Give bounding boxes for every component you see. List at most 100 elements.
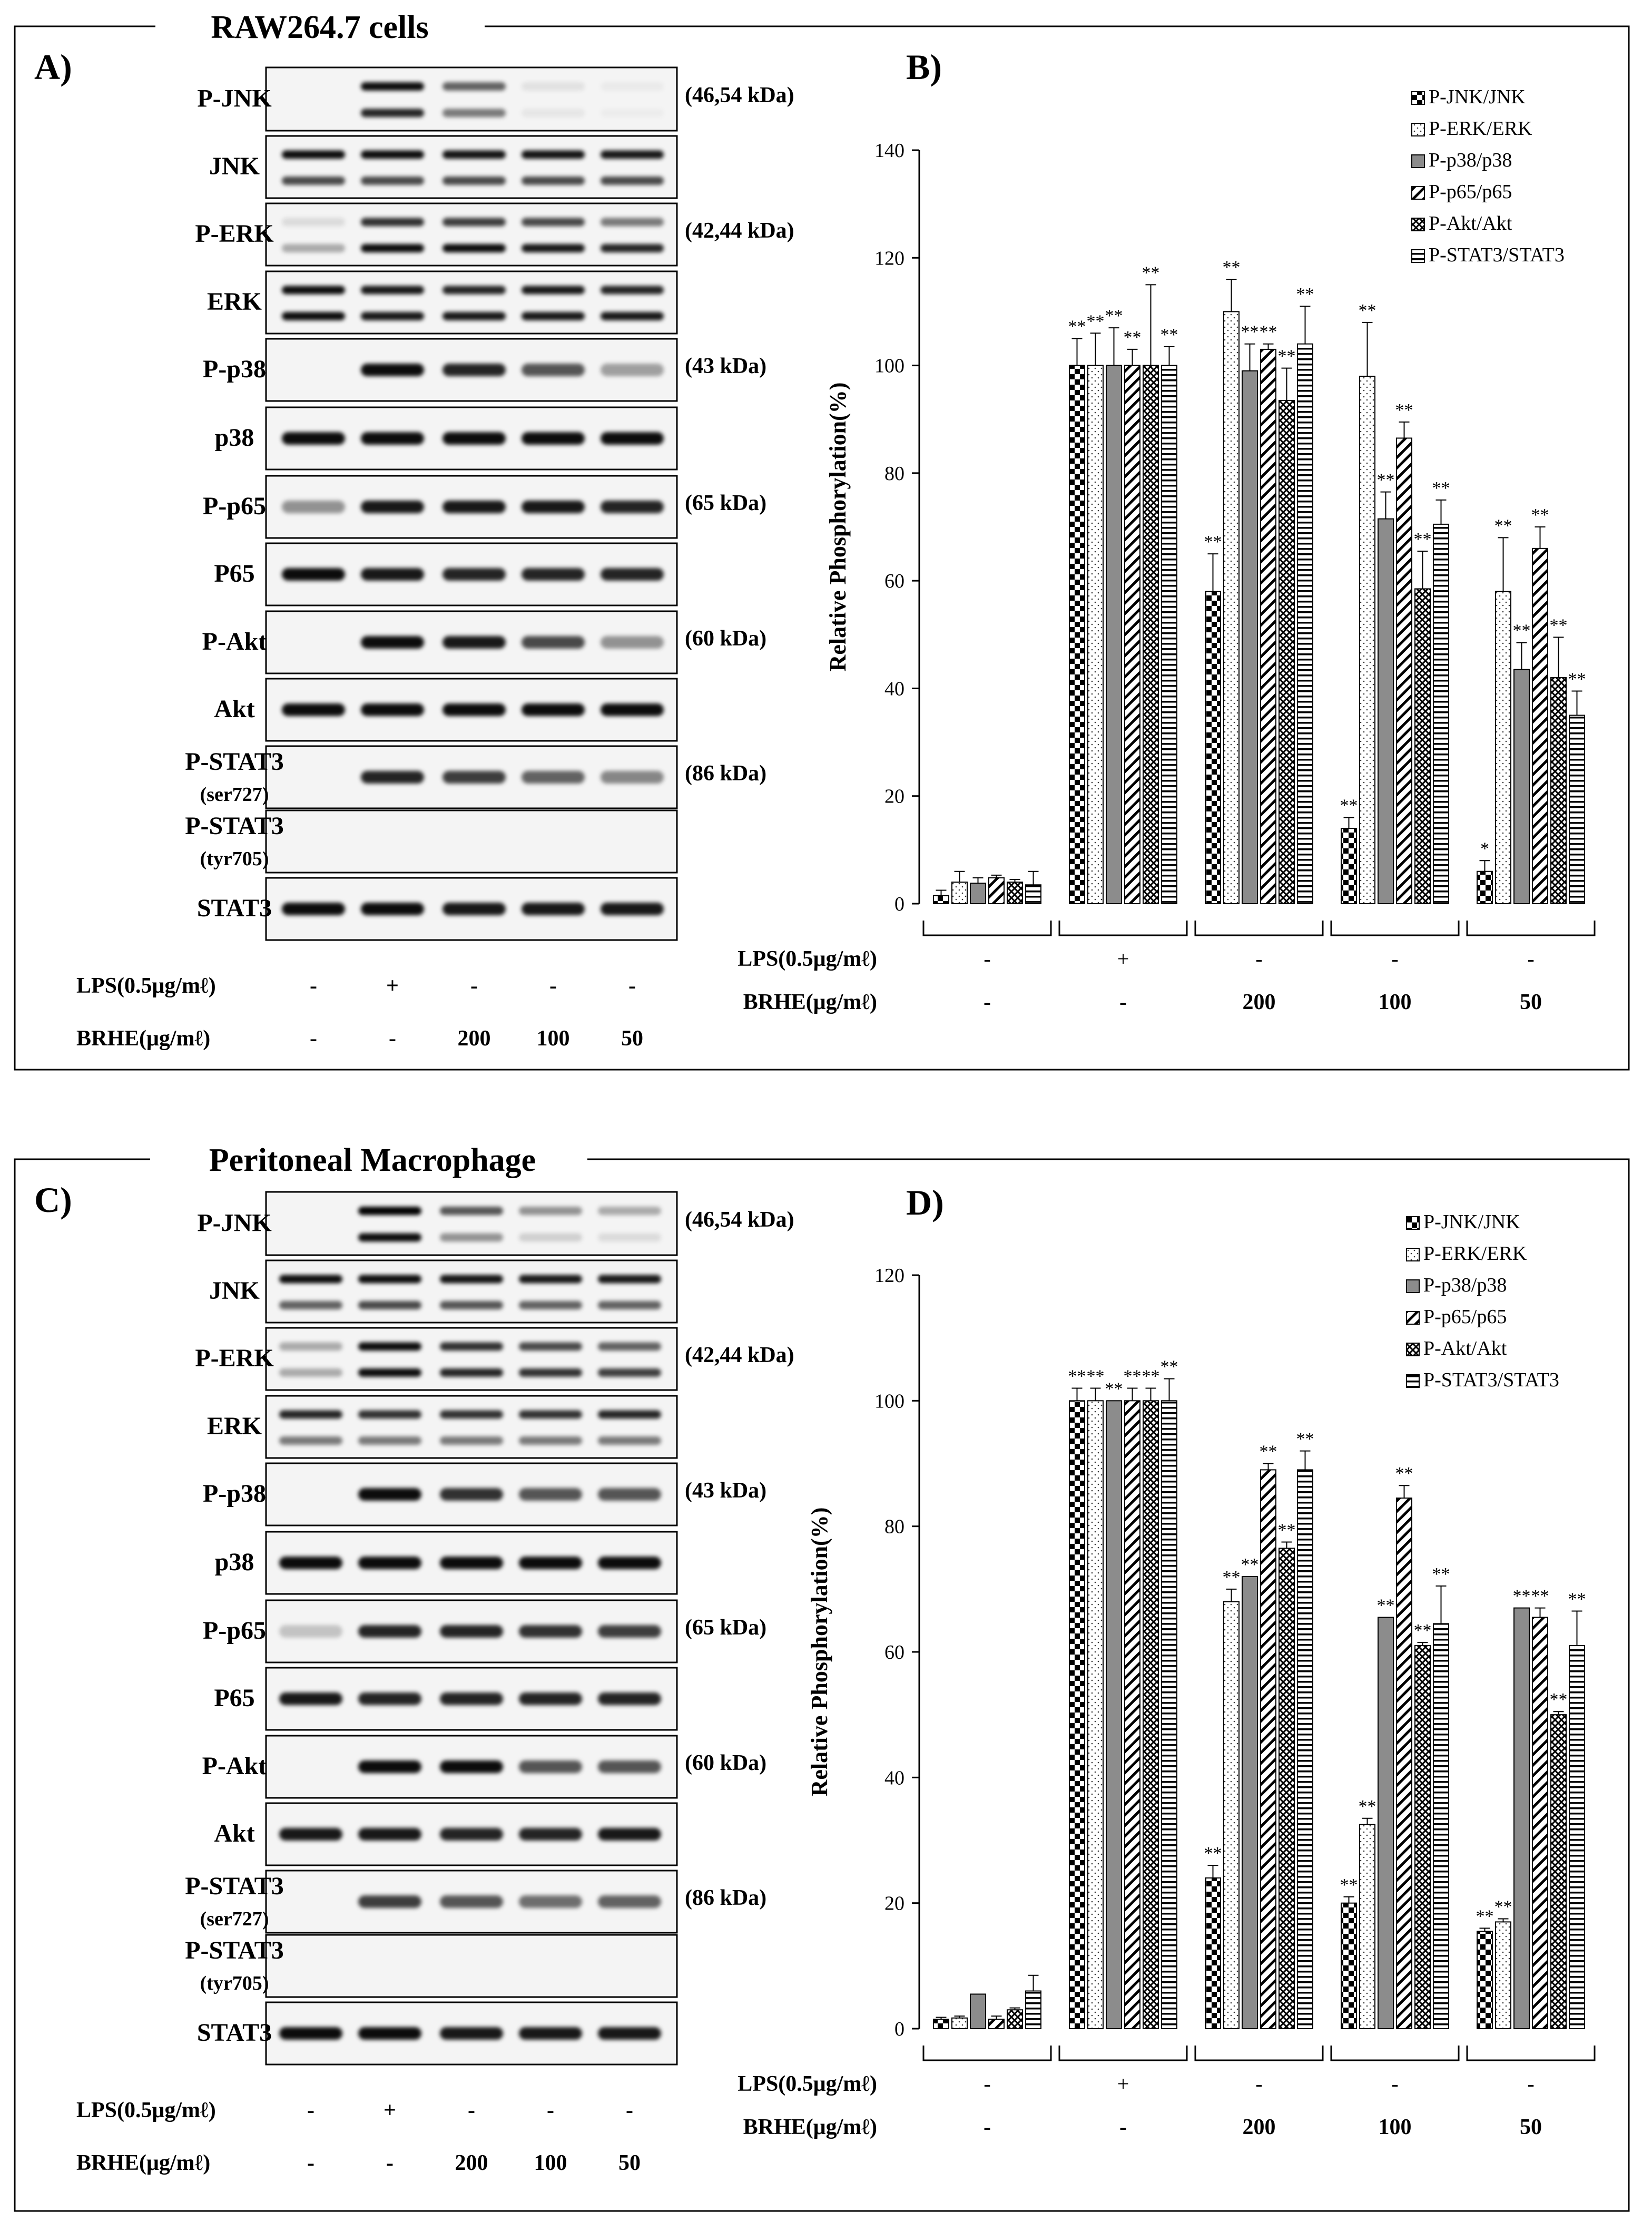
blot-band	[279, 1436, 342, 1445]
blot-kda-label: (43 kDa)	[685, 354, 766, 378]
blot-band	[282, 903, 345, 915]
blot-strip	[265, 1934, 678, 1998]
bar	[1143, 1400, 1159, 2029]
significance-marker: **	[1550, 615, 1568, 635]
y-axis-label: Relative Phosphorylation(%)	[825, 383, 851, 672]
legend-label: P-p38/p38	[1423, 1274, 1507, 1296]
group-bracket	[1466, 2046, 1596, 2061]
blot-row-label: P-p38	[203, 1480, 266, 1508]
blot-band	[358, 1828, 421, 1841]
blot-band	[440, 1342, 503, 1351]
group-brhe-value: 100	[1379, 2115, 1412, 2139]
blot-row-label: ERK	[207, 288, 262, 316]
blot-kda-label: (65 kDa)	[685, 491, 766, 515]
blot-band	[519, 1557, 582, 1569]
blot-band	[358, 1342, 421, 1351]
blot-band	[358, 1368, 421, 1377]
bar	[1550, 677, 1567, 904]
blot-band	[282, 150, 345, 159]
significance-marker: **	[1068, 1367, 1086, 1386]
bar	[1279, 1548, 1295, 2029]
blot-band	[601, 364, 664, 376]
blot-band	[601, 903, 664, 915]
blot-row-label: STAT3	[197, 894, 272, 922]
blot-band	[601, 150, 664, 159]
significance-marker: **	[1161, 1357, 1178, 1377]
western-blot-raw: P-JNK (46,54 kDa) JNK P-ERK (42,44 kDa) ERK P-…	[76, 66, 794, 1051]
blot-strip	[265, 1327, 678, 1391]
bar	[1124, 365, 1140, 904]
blot-band	[442, 311, 506, 320]
bar-chart-peritoneal: 0 20 40 60 80 100 120 Relative Phosphorylation(…	[738, 1211, 1596, 2139]
y-axis-label: Relative Phosphorylation(%)	[807, 1508, 832, 1797]
group-brhe-value: -	[1119, 2115, 1127, 2139]
bar	[1260, 348, 1276, 904]
y-tick-label: 60	[884, 1641, 904, 1664]
significance-marker: **	[1105, 306, 1123, 326]
group-bracket	[1330, 2046, 1460, 2061]
legend-label: P-Akt/Akt	[1429, 212, 1512, 234]
group-brhe-value: -	[984, 2115, 991, 2139]
blot-row-sublabel: (tyr705)	[200, 1972, 269, 1994]
blot-band	[282, 568, 345, 581]
blot-band	[442, 176, 506, 185]
blot-band	[522, 432, 585, 445]
bar	[1433, 1623, 1449, 2029]
legend-swatch	[1406, 1279, 1420, 1293]
blot-row-label: P65	[214, 1684, 254, 1712]
blot-band	[358, 1410, 421, 1419]
legend-swatch	[1406, 1343, 1420, 1356]
bar	[1532, 547, 1548, 905]
blot-band	[522, 311, 585, 320]
blot-band	[358, 2027, 421, 2040]
bar	[1297, 1469, 1313, 2030]
blot-band	[522, 703, 585, 716]
bar	[1378, 1617, 1394, 2029]
blot-band	[279, 1557, 342, 1569]
blot-band	[361, 286, 424, 295]
legend-swatch	[1411, 186, 1425, 200]
bar	[1106, 1400, 1122, 2029]
significance-marker: **	[1296, 285, 1314, 304]
blot-band	[598, 1410, 661, 1419]
blot-band	[282, 218, 345, 227]
blot-band	[440, 1275, 503, 1284]
blot-band	[522, 636, 585, 649]
blot-band	[598, 1760, 661, 1773]
blot-band	[279, 1342, 342, 1351]
significance-marker: **	[1432, 478, 1450, 498]
blot-kda-label: (86 kDa)	[685, 1886, 766, 1910]
blot-lps-value: -	[310, 974, 317, 998]
y-tick-label: 80	[884, 1516, 904, 1538]
bar	[1069, 1400, 1085, 2029]
blot-band	[358, 1692, 421, 1705]
blot-brhe-value: 100	[534, 2151, 567, 2175]
blot-band	[440, 1233, 503, 1242]
blot-band	[598, 1233, 661, 1242]
blot-brhe-value: 100	[537, 1026, 570, 1051]
blot-strip	[265, 270, 678, 335]
chart-lps-label: LPS(0.5μg/mℓ)	[738, 947, 877, 971]
blot-band	[598, 1692, 661, 1705]
significance-marker: **	[1204, 532, 1222, 552]
group-lps-value: +	[1117, 947, 1129, 971]
legend-swatch	[1411, 123, 1425, 136]
blot-band	[361, 243, 424, 252]
legend-label: P-ERK/ERK	[1429, 118, 1532, 140]
western-blot-peritoneal: P-JNK (46,54 kDa) JNK P-ERK (42,44 kDa) ERK P-…	[76, 1191, 794, 2175]
blot-row-label: P-STAT3	[185, 812, 284, 840]
bar	[1242, 1576, 1258, 2029]
blot-band	[598, 1895, 661, 1908]
blot-band	[279, 1275, 342, 1284]
bar	[1414, 1645, 1431, 2029]
blot-lps-value: +	[384, 2098, 396, 2122]
panel-title-raw: RAW264.7 cells	[211, 9, 428, 45]
blot-band	[361, 311, 424, 320]
y-tick-label: 20	[884, 1893, 904, 1915]
blot-band	[598, 2027, 661, 2040]
bar	[1396, 437, 1412, 904]
blot-band	[598, 1207, 661, 1215]
blot-band	[522, 903, 585, 915]
significance-marker: *	[1480, 839, 1489, 858]
blot-row-label: Akt	[214, 1819, 254, 1847]
